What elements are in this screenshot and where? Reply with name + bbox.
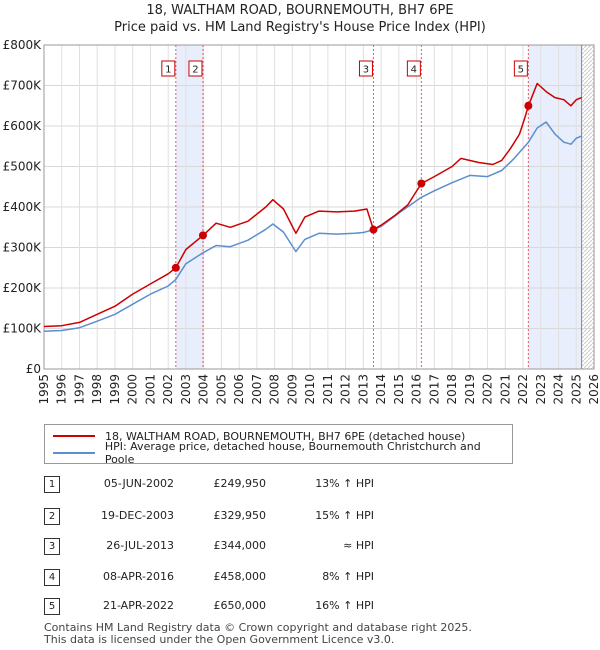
price-chart: 1 2 3 4 5 £0 £100K £200K £300K £400K £500K £600K £70… bbox=[3, 38, 600, 405]
chart-title: 18, WALTHAM ROAD, BOURNEMOUTH, BH7 6PE bbox=[146, 3, 454, 18]
sale-label-box bbox=[358, 60, 373, 77]
legend-swatch-property bbox=[53, 435, 95, 437]
legend: 18, WALTHAM ROAD, BOURNEMOUTH, BH7 6PE (… bbox=[44, 424, 513, 466]
footer-copyright: Contains HM Land Registry data © Crown c… bbox=[44, 621, 472, 634]
sale-date: 05-JUN-2002 bbox=[103, 477, 174, 490]
sale-number: 2 bbox=[44, 508, 60, 525]
sale-label: 4 bbox=[411, 65, 417, 76]
y-tick-label: £600K bbox=[3, 119, 43, 133]
y-tick-label: £400K bbox=[3, 200, 43, 214]
x-tick-label: 2011 bbox=[321, 374, 335, 405]
sale-label-box bbox=[161, 60, 176, 77]
y-tick-label: £100K bbox=[3, 322, 43, 336]
x-tick-label: 2026 bbox=[587, 374, 600, 405]
sale-label-box bbox=[188, 60, 203, 77]
y-tick-label: £200K bbox=[3, 281, 43, 295]
y-tick-label: £800K bbox=[3, 38, 43, 52]
sale-label: 1 bbox=[165, 65, 171, 76]
hpi-series-line bbox=[43, 121, 582, 333]
sale-price: £458,000 bbox=[213, 570, 267, 583]
x-tick-label: 2016 bbox=[410, 374, 424, 405]
x-tick-label: 2000 bbox=[126, 374, 140, 405]
sale-hpi-diff: 16% ↑ HPI bbox=[315, 599, 374, 612]
legend-item-hpi: HPI: Average price, detached house, Bour… bbox=[53, 440, 512, 466]
x-tick-label: 2004 bbox=[197, 374, 211, 405]
plot-border bbox=[43, 44, 595, 370]
sale-point bbox=[171, 263, 180, 272]
x-tick-label: 2018 bbox=[445, 374, 459, 405]
x-tick-label: 2003 bbox=[179, 374, 193, 405]
x-tick-label: 2025 bbox=[569, 374, 583, 405]
x-tick-label: 1999 bbox=[108, 374, 122, 405]
sale-date: 26-JUL-2013 bbox=[106, 539, 174, 552]
x-tick-label: 1995 bbox=[37, 374, 51, 405]
sale-hpi-diff: 15% ↑ HPI bbox=[315, 509, 374, 522]
x-tick-label: 2024 bbox=[552, 374, 566, 405]
sale-date: 21-APR-2022 bbox=[102, 599, 174, 612]
x-tick-label: 2008 bbox=[268, 374, 282, 405]
x-tick-label: 2005 bbox=[214, 374, 228, 405]
legend-label-property: 18, WALTHAM ROAD, BOURNEMOUTH, BH7 6PE (… bbox=[105, 429, 466, 443]
sale-date: 19-DEC-2003 bbox=[100, 509, 174, 522]
sale-number: 4 bbox=[44, 569, 60, 586]
sale-point bbox=[198, 231, 207, 240]
x-tick-label: 2021 bbox=[498, 374, 512, 405]
x-tick-label: 2007 bbox=[250, 374, 264, 405]
y-tick-label: £300K bbox=[3, 241, 43, 255]
sale-point bbox=[524, 101, 533, 110]
legend-label-hpi: HPI: Average price, detached house, Bour… bbox=[104, 440, 481, 466]
x-tick-label: 2022 bbox=[516, 374, 530, 405]
sale-hpi-diff: ≈ HPI bbox=[343, 539, 374, 552]
sale-hpi-diff: 8% ↑ HPI bbox=[322, 570, 374, 583]
legend-item-property: 18, WALTHAM ROAD, BOURNEMOUTH, BH7 6PE (… bbox=[53, 428, 465, 444]
property-series-line bbox=[43, 82, 582, 328]
x-tick-label: 2010 bbox=[303, 374, 317, 405]
legend-swatch-hpi bbox=[53, 452, 95, 454]
x-tick-label: 2017 bbox=[427, 374, 441, 405]
y-tick-label: £500K bbox=[3, 160, 43, 174]
sale-price: £344,000 bbox=[213, 539, 267, 552]
chart-subtitle: Price paid vs. HM Land Registry's House … bbox=[114, 20, 486, 35]
sale-date: 08-APR-2016 bbox=[102, 570, 174, 583]
footer-licence: This data is licensed under the Open Gov… bbox=[44, 633, 395, 646]
sale-price: £329,950 bbox=[213, 509, 267, 522]
sale-hpi-diff: 13% ↑ HPI bbox=[315, 477, 374, 490]
sale-label: 3 bbox=[363, 65, 369, 76]
x-tick-label: 2013 bbox=[356, 374, 370, 405]
sale-label: 2 bbox=[192, 65, 198, 76]
x-tick-label: 2012 bbox=[339, 374, 353, 405]
x-tick-label: 2001 bbox=[143, 374, 157, 405]
x-tick-label: 2023 bbox=[534, 374, 548, 405]
x-tick-label: 2019 bbox=[463, 374, 477, 405]
x-tick-label: 2002 bbox=[161, 374, 175, 405]
sale-label-box bbox=[406, 60, 421, 77]
x-tick-label: 2009 bbox=[285, 374, 299, 405]
y-tick-label: £700K bbox=[3, 79, 43, 93]
sale-label-box bbox=[513, 60, 528, 77]
sale-label: 5 bbox=[518, 65, 524, 76]
sale-number: 3 bbox=[44, 538, 60, 555]
x-tick-label: 2020 bbox=[481, 374, 495, 405]
sale-number: 1 bbox=[44, 476, 60, 493]
x-tick-label: 2006 bbox=[232, 374, 246, 405]
sale-price: £650,000 bbox=[213, 599, 267, 612]
x-tick-label: 2015 bbox=[392, 374, 406, 405]
x-tick-label: 1997 bbox=[72, 374, 86, 405]
sale-point bbox=[369, 225, 378, 234]
sale-number: 5 bbox=[44, 598, 60, 615]
y-tick-label: £0 bbox=[26, 362, 41, 376]
sale-price: £249,950 bbox=[213, 477, 267, 490]
x-tick-label: 2014 bbox=[374, 374, 388, 405]
x-tick-label: 1998 bbox=[90, 374, 104, 405]
sale-point bbox=[417, 179, 426, 188]
x-tick-label: 1996 bbox=[55, 374, 69, 405]
